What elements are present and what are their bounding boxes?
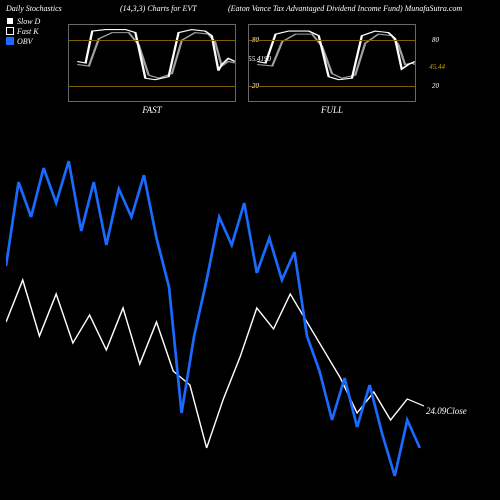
full-line-white bbox=[257, 31, 415, 80]
legend-swatch-slow-d bbox=[6, 17, 14, 25]
ref-line-20 bbox=[249, 86, 415, 87]
legend-label: Fast K bbox=[17, 27, 39, 36]
legend-label: Slow D bbox=[17, 17, 40, 26]
header-right: (Eaton Vance Tax Advantaged Dividend Inc… bbox=[228, 4, 462, 13]
mini-chart-full-svg bbox=[249, 25, 415, 101]
main-chart-svg bbox=[6, 140, 424, 490]
ref-label: 80 bbox=[432, 36, 439, 44]
mini-chart-label: FAST bbox=[69, 105, 235, 115]
mini-chart-label: FULL bbox=[249, 105, 415, 115]
header-mid: (14,3,3) Charts for EVT bbox=[120, 4, 197, 13]
legend-item: Slow D bbox=[6, 16, 40, 26]
ref-line-80 bbox=[249, 40, 415, 41]
legend-item: OBV bbox=[6, 36, 40, 46]
mini-chart-fast-svg bbox=[69, 25, 235, 101]
legend-label: OBV bbox=[17, 37, 33, 46]
main-line-white bbox=[6, 280, 424, 448]
legend-swatch-obv bbox=[6, 37, 14, 45]
mini-chart-fast: 80 20 55.4190 FAST bbox=[68, 24, 236, 102]
header-left: Daily Stochastics bbox=[6, 4, 62, 13]
legend-item: Fast K bbox=[6, 26, 40, 36]
full-value: 45.44 bbox=[429, 63, 445, 71]
ref-line-80 bbox=[69, 40, 235, 41]
header: Daily Stochastics (14,3,3) Charts for EV… bbox=[0, 4, 500, 18]
legend: Slow D Fast K OBV bbox=[6, 16, 40, 46]
ref-label: 20 bbox=[432, 82, 439, 90]
legend-swatch-fast-k bbox=[6, 27, 14, 35]
main-close-value: 24.09Close bbox=[426, 406, 467, 416]
mini-chart-full: 80 20 45.44 FULL bbox=[248, 24, 416, 102]
ref-line-20 bbox=[69, 86, 235, 87]
main-chart: 24.09Close bbox=[6, 140, 424, 490]
